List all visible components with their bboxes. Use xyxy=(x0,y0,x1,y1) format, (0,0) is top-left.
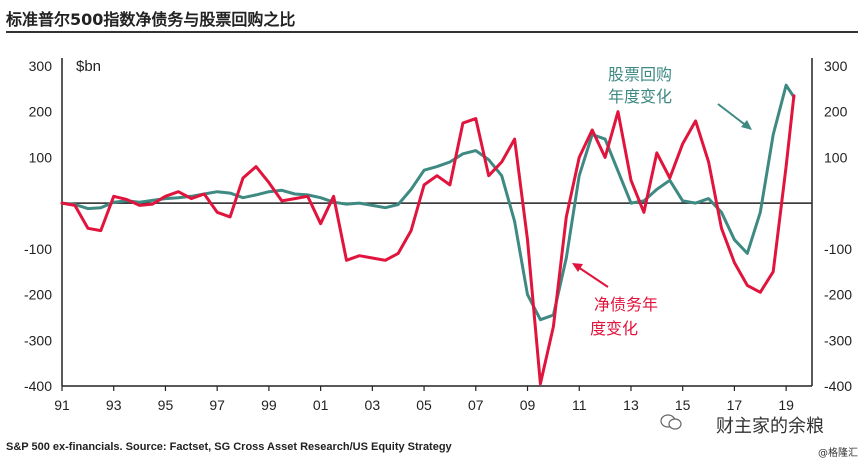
x-tick-label: 19 xyxy=(778,397,794,413)
y-tick-label-left: 100 xyxy=(29,149,53,165)
y-tick-label-left: -400 xyxy=(24,378,52,394)
netdebt-arrow-head xyxy=(572,263,583,272)
buyback-annotation: 股票回购 年度变化 xyxy=(608,65,752,130)
y-tick-label-right: -400 xyxy=(824,378,852,394)
line-chart: 300 200 100 -100 -200 -300 -400 300 200 100 -100 -… xyxy=(24,58,852,413)
netdebt-label-line2: 度变化 xyxy=(590,319,638,338)
y-tick-label-left: -200 xyxy=(24,287,52,303)
netdebt-annotation: 净债务年 度变化 xyxy=(572,263,658,338)
buyback-arrow-head xyxy=(741,120,752,130)
watermark-text: 财主家的余粮 xyxy=(716,416,824,437)
x-tick-label: 03 xyxy=(365,397,381,413)
unit-label: $bn xyxy=(76,58,101,75)
x-tick-label: 01 xyxy=(313,397,329,413)
y-tick-label-right: -100 xyxy=(824,241,852,257)
y-tick-label-left: 200 xyxy=(29,104,53,120)
y-axis-right: 300 200 100 -100 -200 -300 -400 xyxy=(824,58,852,394)
wechat-icon xyxy=(660,414,682,430)
x-tick-label: 11 xyxy=(572,397,587,413)
x-tick-label: 97 xyxy=(209,397,225,413)
netdebt-series-line xyxy=(60,94,796,386)
x-tick-label: 07 xyxy=(468,397,484,413)
netdebt-arrow xyxy=(577,266,609,288)
y-tick-label-right: 100 xyxy=(824,149,848,165)
buyback-arrow xyxy=(717,103,749,128)
buyback-label-line2: 年度变化 xyxy=(608,87,672,106)
title-rule xyxy=(6,31,858,33)
series-layer xyxy=(60,83,796,386)
x-tick-label: 93 xyxy=(106,397,122,413)
y-axis-left: 300 200 100 -100 -200 -300 -400 xyxy=(24,58,52,394)
netdebt-label-line1: 净债务年 xyxy=(594,295,658,314)
x-tick-label: 99 xyxy=(261,397,277,413)
x-tick-label: 17 xyxy=(727,397,743,413)
y-tick-label-left: -300 xyxy=(24,332,52,348)
x-axis: 91 93 95 97 99 01 03 05 07 09 11 13 15 17 19 xyxy=(54,386,794,413)
x-tick-label: 09 xyxy=(520,397,536,413)
x-tick-label: 91 xyxy=(54,397,70,413)
y-tick-label-right: -300 xyxy=(824,332,852,348)
source-note: S&P 500 ex-financials. Source: Factset, … xyxy=(6,441,452,453)
buyback-series-line xyxy=(60,83,796,322)
y-tick-label-right: 200 xyxy=(824,104,848,120)
y-tick-label-left: 300 xyxy=(29,58,53,74)
x-tick-label: 05 xyxy=(416,397,432,413)
x-tick-label: 13 xyxy=(623,397,639,413)
x-tick-label: 95 xyxy=(158,397,174,413)
y-tick-label-left: -100 xyxy=(24,241,52,257)
credit-text: @格隆汇 xyxy=(818,448,858,459)
chart-title: 标准普尔500指数净债务与股票回购之比 xyxy=(6,10,296,29)
y-tick-label-right: 300 xyxy=(824,58,848,74)
y-tick-label-right: -200 xyxy=(824,287,852,303)
x-tick-label: 15 xyxy=(675,397,691,413)
buyback-label-line1: 股票回购 xyxy=(608,65,672,84)
